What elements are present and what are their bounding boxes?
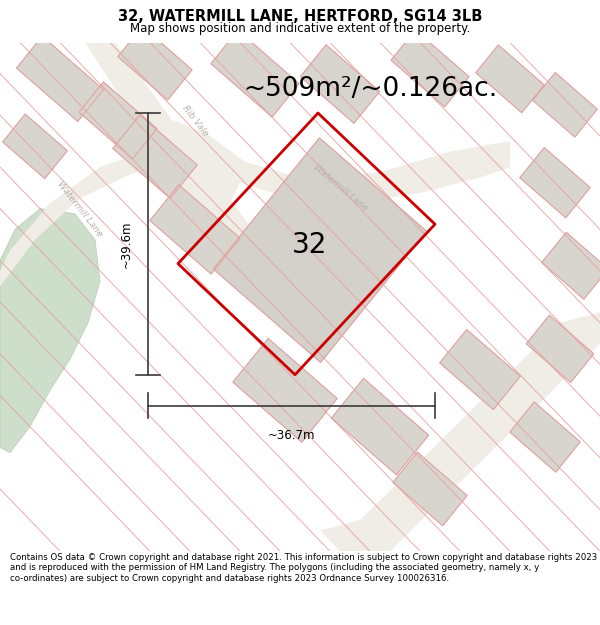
Polygon shape: [233, 338, 337, 442]
Polygon shape: [2, 114, 67, 179]
Text: Watermill Lane: Watermill Lane: [56, 179, 104, 238]
Polygon shape: [79, 82, 157, 159]
Polygon shape: [391, 30, 469, 107]
Polygon shape: [113, 115, 197, 199]
Text: Rib Vale: Rib Vale: [180, 103, 210, 138]
Polygon shape: [440, 329, 520, 409]
Text: Watermill Lane: Watermill Lane: [311, 162, 369, 213]
Polygon shape: [331, 378, 428, 475]
Polygon shape: [526, 315, 594, 382]
Polygon shape: [150, 185, 240, 274]
Polygon shape: [520, 148, 590, 218]
Polygon shape: [542, 232, 600, 299]
Polygon shape: [533, 72, 598, 137]
Polygon shape: [17, 36, 103, 121]
Text: ~39.6m: ~39.6m: [119, 220, 133, 268]
Text: ~36.7m: ~36.7m: [268, 429, 315, 442]
Polygon shape: [0, 146, 240, 286]
Text: 32: 32: [292, 231, 328, 259]
Polygon shape: [211, 30, 299, 117]
Polygon shape: [476, 45, 544, 112]
Polygon shape: [320, 312, 600, 551]
Polygon shape: [393, 452, 467, 526]
Polygon shape: [301, 45, 380, 123]
Polygon shape: [118, 26, 192, 100]
Polygon shape: [160, 121, 510, 203]
Text: ~509m²/~0.126ac.: ~509m²/~0.126ac.: [243, 76, 497, 102]
Text: 32, WATERMILL LANE, HERTFORD, SG14 3LB: 32, WATERMILL LANE, HERTFORD, SG14 3LB: [118, 9, 482, 24]
Text: Contains OS data © Crown copyright and database right 2021. This information is : Contains OS data © Crown copyright and d…: [10, 552, 598, 582]
Polygon shape: [214, 138, 427, 362]
Polygon shape: [85, 42, 260, 261]
Polygon shape: [510, 402, 580, 472]
Polygon shape: [0, 209, 100, 452]
Text: Map shows position and indicative extent of the property.: Map shows position and indicative extent…: [130, 22, 470, 35]
